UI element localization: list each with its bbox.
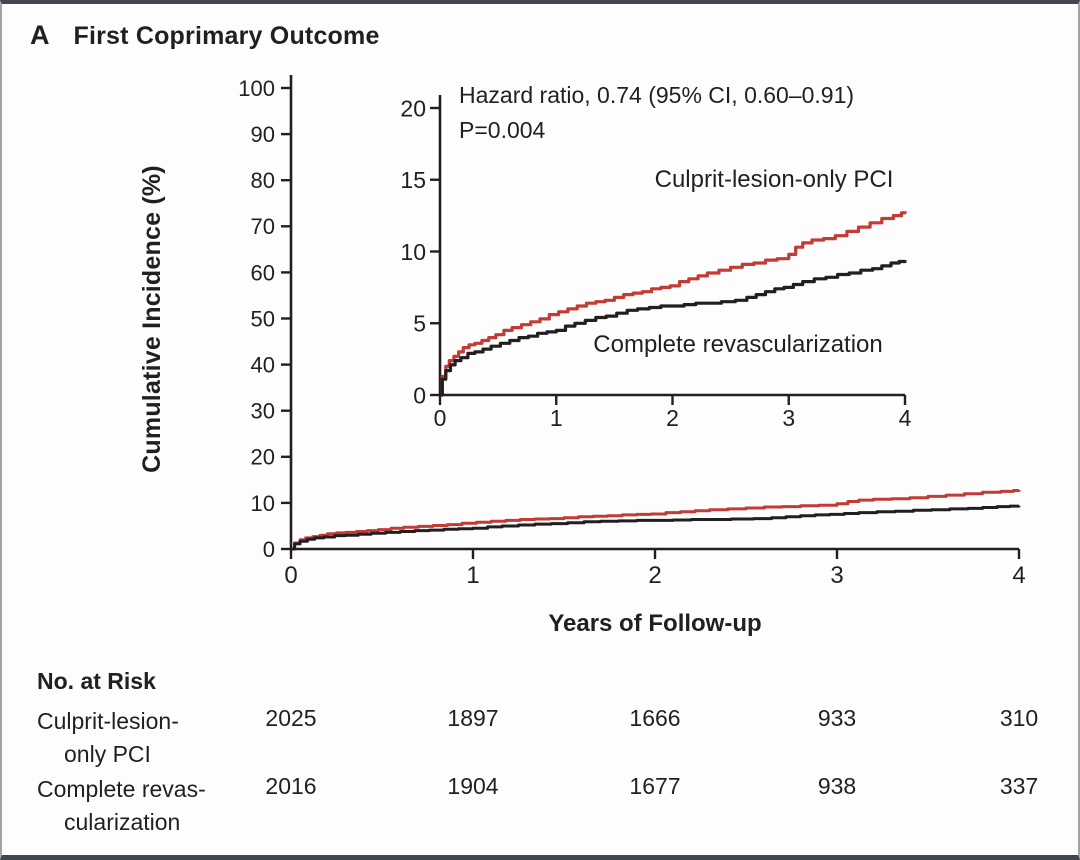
main-y-tick-label: 90	[251, 122, 275, 147]
risk-value: 1897	[447, 705, 499, 731]
main-x-tick-label: 3	[830, 562, 843, 589]
risk-value: 933	[817, 705, 857, 731]
inset-y-tick-label: 15	[400, 167, 426, 193]
main-y-tick-label: 20	[251, 445, 275, 470]
main-y-tick-label: 100	[238, 76, 275, 101]
main-x-tick-label: 2	[648, 562, 661, 589]
risk-value: 337	[999, 773, 1039, 799]
hazard-ratio-annotation: Hazard ratio, 0.74 (95% CI, 0.60–0.91) P…	[459, 78, 854, 148]
risk-value: 1677	[629, 773, 681, 799]
panel-header: A First Coprimary Outcome	[30, 20, 380, 51]
inset-y-tick-label: 20	[400, 95, 426, 121]
main-y-tick-label: 40	[251, 353, 275, 378]
risk-value: 2025	[265, 705, 317, 731]
inset-y-tick-label: 10	[400, 239, 426, 265]
y-axis-label: Cumulative Incidence (%)	[138, 165, 166, 473]
main-y-tick-label: 80	[251, 168, 275, 193]
risk-value: 1666	[629, 705, 681, 731]
risk-value: 2016	[265, 773, 317, 799]
risk-value: 1904	[447, 773, 499, 799]
inset-x-tick-label: 2	[666, 405, 679, 431]
main-y-tick-label: 60	[251, 260, 275, 285]
risk-value: 310	[999, 705, 1039, 731]
main-x-tick-label: 1	[466, 562, 479, 589]
risk-row-label-line: cularization	[64, 809, 181, 835]
main-x-tick-label: 4	[1012, 562, 1025, 589]
panel-title: First Coprimary Outcome	[73, 22, 380, 50]
risk-row-label-culprit: Culprit-lesion- only PCI	[37, 705, 179, 771]
p-value-line: P=0.004	[459, 117, 546, 143]
inset-y-tick-label: 5	[413, 311, 426, 337]
culprit-lesion-only-pci-curve-inset	[440, 211, 907, 397]
risk-value: 938	[817, 773, 857, 799]
x-axis-label: Years of Follow-up	[548, 610, 762, 637]
inset-x-tick-label: 1	[550, 405, 563, 431]
main-y-tick-label: 10	[251, 491, 275, 516]
risk-row-label-line: Culprit-lesion-	[37, 708, 179, 734]
risk-table-heading: No. at Risk	[37, 668, 156, 694]
main-y-tick-label: 0	[263, 537, 275, 562]
curve-label-complete: Complete revascularization	[593, 331, 883, 358]
complete-revascularization-curve-main	[291, 504, 1021, 551]
inset-y-tick-label: 0	[413, 382, 426, 408]
main-y-tick-label: 70	[251, 214, 275, 239]
main-y-tick-label: 30	[251, 399, 275, 424]
inset-x-tick-label: 3	[782, 405, 795, 431]
risk-row-label-line: Complete revas-	[37, 776, 206, 802]
complete-revascularization-curve-inset	[440, 259, 907, 397]
inset-x-tick-label: 0	[434, 405, 447, 431]
hazard-ratio-line: Hazard ratio, 0.74 (95% CI, 0.60–0.91)	[459, 82, 855, 108]
inset-x-tick-label: 4	[899, 405, 912, 431]
risk-row-label-complete: Complete revas- cularization	[37, 773, 206, 839]
risk-row-label-line: only PCI	[64, 741, 151, 767]
main-y-tick-label: 50	[251, 306, 275, 331]
panel-letter: A	[30, 20, 50, 50]
main-x-tick-label: 0	[284, 562, 297, 589]
culprit-lesion-only-pci-curve-main	[291, 489, 1021, 551]
curve-label-culprit: Culprit-lesion-only PCI	[654, 166, 894, 193]
